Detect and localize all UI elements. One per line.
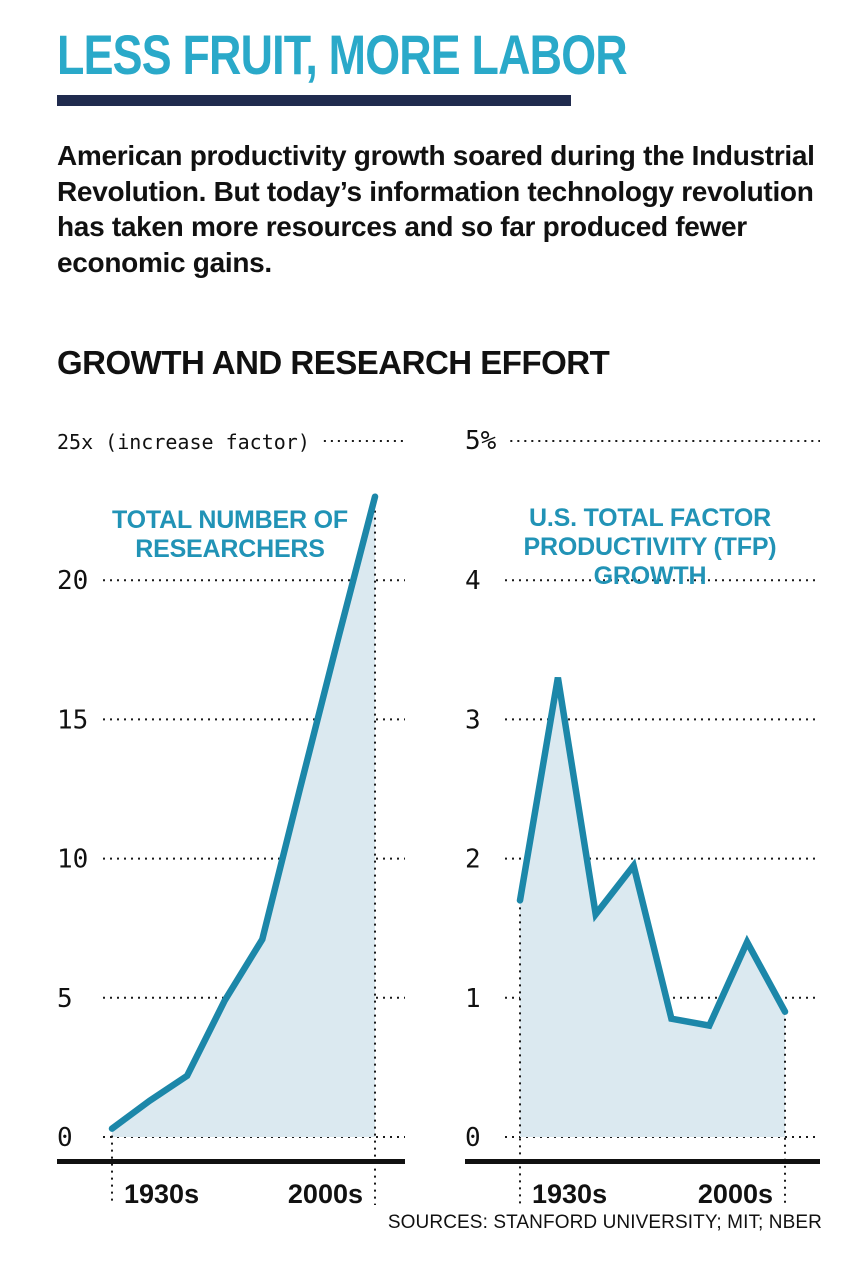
- x-axis: [57, 1159, 405, 1164]
- x-label-start: 1930s: [532, 1179, 607, 1209]
- series-line: [516, 677, 789, 1030]
- page-title: LESS FRUIT, MORE LABOR: [57, 23, 628, 86]
- y-tick-label: 1: [465, 984, 481, 1014]
- x-label-start: 1930s: [124, 1179, 199, 1209]
- area-fill: [112, 496, 375, 1137]
- x-axis: [465, 1159, 820, 1164]
- y-tick-label: 3: [465, 705, 481, 735]
- y-tick-label: 20: [57, 566, 88, 596]
- researchers-area-chart: 0 5 10 15 20 25x (increase factor) 1930s 2000s: [57, 430, 405, 1209]
- y-tick-label: 15: [57, 705, 88, 735]
- x-label-end: 2000s: [698, 1179, 773, 1209]
- title-underline-bar: [57, 95, 571, 106]
- x-label-end: 2000s: [288, 1179, 363, 1209]
- y-tick-label: 2: [465, 845, 481, 875]
- left-chart-title: TOTAL NUMBER OF RESEARCHERS: [112, 506, 348, 563]
- area-fill: [520, 677, 785, 1137]
- section-heading: GROWTH AND RESEARCH EFFORT: [57, 344, 610, 381]
- y-tick-label: 4: [465, 566, 481, 596]
- y-tick-label: 5: [57, 984, 73, 1014]
- sources-credit: SOURCES: STANFORD UNIVERSITY; MIT; NBER: [387, 1212, 822, 1233]
- y-tick-label: 0: [465, 1123, 481, 1153]
- right-chart-title: U.S. TOTAL FACTOR PRODUCTIVITY (TFP) GRO…: [523, 504, 777, 590]
- intro-text: American productivity growth soared duri…: [57, 140, 815, 278]
- y-axis-top-label: 25x (increase factor): [57, 430, 310, 454]
- y-axis-top-label: 5%: [465, 426, 497, 456]
- y-tick-label: 0: [57, 1123, 73, 1153]
- series-line: [108, 493, 379, 1132]
- y-tick-label: 10: [57, 845, 88, 875]
- tfp-growth-area-chart: 0 1 2 3 4 5% 1930s 2000s: [465, 426, 820, 1209]
